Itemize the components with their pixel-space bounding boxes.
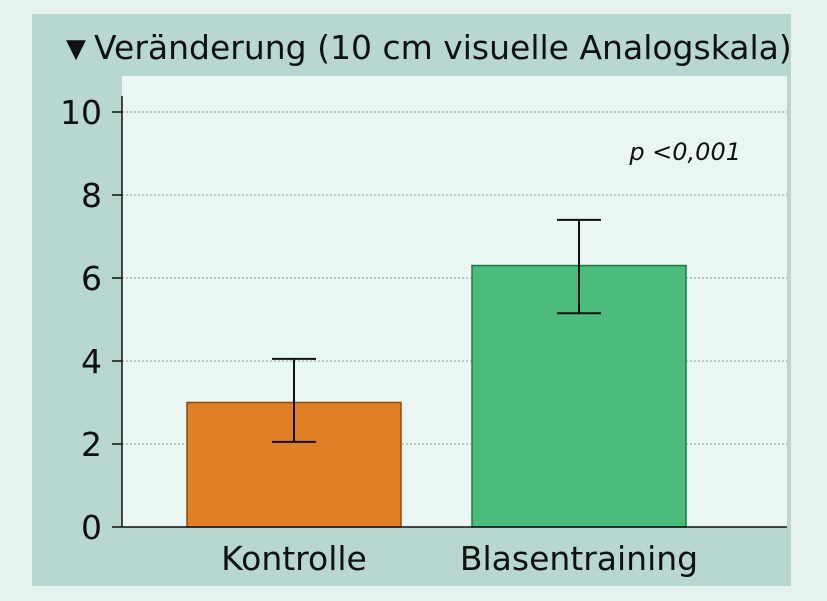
y-tick-label: 4 bbox=[81, 342, 102, 381]
x-tick-label: Kontrolle bbox=[221, 539, 367, 578]
y-tick-label: 10 bbox=[60, 93, 102, 132]
y-tick-label: 6 bbox=[81, 259, 102, 298]
y-tick-label: 0 bbox=[81, 508, 102, 547]
chart-title: ▼ Veränderung (10 cm visuelle Analogskala… bbox=[66, 28, 792, 67]
y-tick-label: 8 bbox=[81, 176, 102, 215]
p-value-annotation: p <0,001 bbox=[628, 138, 741, 166]
triangle-down-icon: ▼ bbox=[66, 34, 86, 64]
y-tick-label: 2 bbox=[81, 425, 102, 464]
chart-title-text: Veränderung (10 cm visuelle Analogskala) bbox=[94, 28, 792, 67]
x-tick-label: Blasentraining bbox=[460, 539, 698, 578]
